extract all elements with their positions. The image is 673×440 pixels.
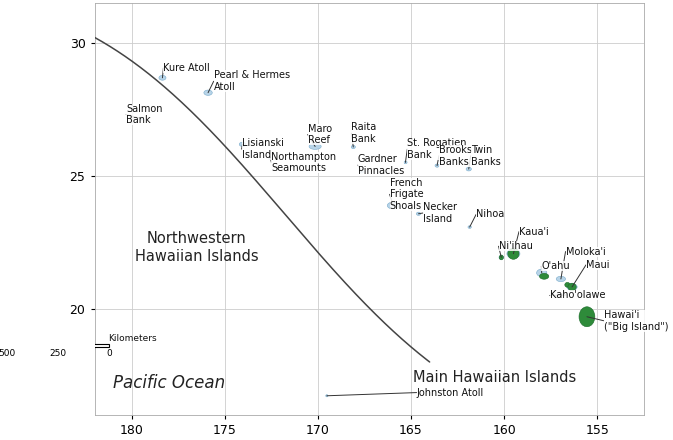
- Ellipse shape: [540, 273, 548, 279]
- Ellipse shape: [351, 145, 355, 149]
- Text: Raita
Bank: Raita Bank: [351, 122, 377, 144]
- Text: Northampton
Seamounts: Northampton Seamounts: [271, 152, 336, 173]
- Text: Pacific Ocean: Pacific Ocean: [113, 374, 225, 392]
- Text: Hawai'i
("Big Island"): Hawai'i ("Big Island"): [604, 310, 668, 331]
- Text: St. Rogatien
Bank: St. Rogatien Bank: [407, 138, 467, 160]
- Ellipse shape: [556, 276, 565, 282]
- Text: Kilometers: Kilometers: [108, 334, 157, 343]
- Text: Lisianski
Island: Lisianski Island: [242, 138, 283, 160]
- Ellipse shape: [579, 307, 595, 327]
- Ellipse shape: [360, 170, 363, 173]
- Text: Necker
Island: Necker Island: [423, 202, 457, 224]
- Ellipse shape: [417, 212, 421, 215]
- Ellipse shape: [499, 255, 503, 260]
- Text: Kure Atoll: Kure Atoll: [164, 63, 210, 73]
- Text: O'ahu: O'ahu: [541, 261, 570, 271]
- Text: Ni'ihau: Ni'ihau: [499, 241, 532, 251]
- Text: 250: 250: [50, 349, 67, 358]
- Text: Moloka'i: Moloka'i: [565, 246, 605, 257]
- Bar: [7, 344, 58, 347]
- Text: Pearl & Hermes
Atoll: Pearl & Hermes Atoll: [213, 70, 290, 92]
- Text: 500: 500: [0, 349, 15, 358]
- Text: 0: 0: [106, 349, 112, 358]
- Ellipse shape: [269, 157, 272, 160]
- Ellipse shape: [404, 161, 407, 164]
- Text: Nihoa: Nihoa: [476, 209, 505, 219]
- Text: Twin
Banks: Twin Banks: [470, 145, 500, 167]
- Ellipse shape: [326, 395, 328, 397]
- Ellipse shape: [159, 75, 166, 80]
- Ellipse shape: [565, 282, 570, 287]
- Text: Brooks
Banks: Brooks Banks: [439, 145, 472, 167]
- Ellipse shape: [499, 256, 503, 259]
- Ellipse shape: [387, 202, 399, 209]
- Ellipse shape: [309, 143, 321, 150]
- Text: French
Frigate
Shoals: French Frigate Shoals: [390, 178, 423, 211]
- Text: Main Hawaiian Islands: Main Hawaiian Islands: [413, 370, 576, 385]
- Text: Gardner
Pinnacles: Gardner Pinnacles: [358, 154, 404, 176]
- Ellipse shape: [536, 269, 547, 277]
- Ellipse shape: [240, 142, 246, 147]
- Ellipse shape: [507, 249, 520, 258]
- Text: Northwestern
Hawaiian Islands: Northwestern Hawaiian Islands: [135, 231, 258, 264]
- Ellipse shape: [139, 117, 143, 120]
- Ellipse shape: [568, 283, 576, 291]
- Text: Kaho'olawe: Kaho'olawe: [550, 290, 605, 301]
- Ellipse shape: [468, 226, 471, 228]
- Bar: [58, 344, 110, 347]
- Text: Salmon
Bank: Salmon Bank: [126, 104, 163, 125]
- Text: Maui: Maui: [586, 260, 610, 270]
- Ellipse shape: [204, 90, 212, 95]
- Text: Kaua'i: Kaua'i: [519, 227, 548, 237]
- Ellipse shape: [567, 284, 577, 290]
- Ellipse shape: [508, 248, 519, 259]
- Ellipse shape: [435, 164, 439, 167]
- Ellipse shape: [466, 167, 471, 171]
- Text: Maro
Reef: Maro Reef: [308, 124, 332, 145]
- Text: Johnston Atoll: Johnston Atoll: [417, 388, 484, 398]
